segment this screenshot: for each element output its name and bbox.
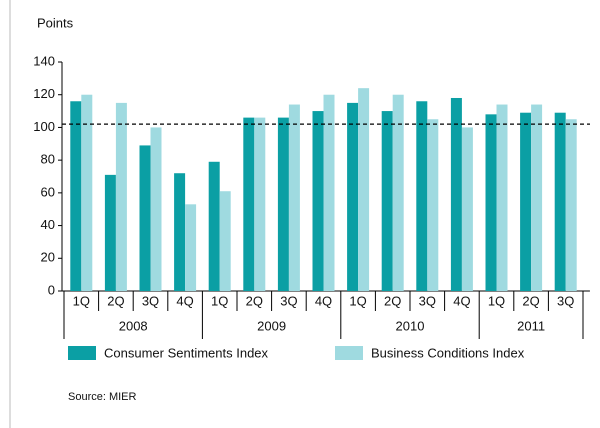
legend-label: Consumer Sentiments Index <box>104 345 269 360</box>
y-tick-label: 80 <box>41 152 55 167</box>
x-tick-label: 4Q <box>315 293 332 308</box>
x-tick-label: 1Q <box>73 293 90 308</box>
bar <box>450 97 462 291</box>
bar <box>139 145 151 291</box>
bar <box>358 88 370 292</box>
bar <box>81 94 93 291</box>
bar <box>277 117 289 291</box>
bar <box>288 104 300 292</box>
bar <box>243 117 255 291</box>
bar <box>554 112 566 291</box>
x-tick-label: 3Q <box>557 293 574 308</box>
x-tick-label: 1Q <box>349 293 366 308</box>
bar <box>496 104 508 292</box>
bar <box>254 117 266 291</box>
bar <box>485 114 497 291</box>
bar <box>520 112 532 291</box>
x-tick-label: 3Q <box>280 293 297 308</box>
x-tick-label: 1Q <box>488 293 505 308</box>
x-tick-label: 4Q <box>176 293 193 308</box>
bar <box>115 102 127 292</box>
bar <box>174 173 186 291</box>
x-tick-label: 2Q <box>384 293 401 308</box>
x-tick-label: 1Q <box>211 293 228 308</box>
bar <box>312 111 324 291</box>
year-label: 2008 <box>119 318 148 333</box>
x-tick-label: 2Q <box>246 293 263 308</box>
bar <box>104 174 116 291</box>
y-tick-label: 140 <box>33 53 55 68</box>
bar <box>416 101 428 291</box>
legend-swatch <box>68 346 96 360</box>
bar <box>347 102 359 292</box>
bar <box>427 119 439 291</box>
bar <box>461 127 473 291</box>
bar <box>392 94 404 291</box>
bar <box>150 127 162 291</box>
bar <box>531 104 543 292</box>
year-label: 2009 <box>257 318 286 333</box>
bar <box>185 204 197 291</box>
bar <box>565 119 577 291</box>
y-tick-label: 0 <box>48 282 55 297</box>
legend-swatch <box>335 346 363 360</box>
y-tick-label: 100 <box>33 119 55 134</box>
source: Source: MIER <box>68 391 137 403</box>
x-tick-label: 3Q <box>419 293 436 308</box>
y-tick-label: 20 <box>41 250 55 265</box>
bar <box>381 111 393 291</box>
x-tick-label: 3Q <box>142 293 159 308</box>
y-tick-label: 120 <box>33 86 55 101</box>
year-label: 2010 <box>396 318 425 333</box>
x-tick-label: 4Q <box>453 293 470 308</box>
y-axis-label: Points <box>37 15 74 30</box>
legend-label: Business Conditions Index <box>371 345 525 360</box>
x-tick-label: 2Q <box>522 293 539 308</box>
year-label: 2011 <box>517 318 545 333</box>
x-tick-label: 2Q <box>107 293 124 308</box>
bar <box>70 101 82 291</box>
y-tick-label: 60 <box>41 184 55 199</box>
bar <box>208 161 220 291</box>
bar <box>323 94 335 291</box>
y-tick-label: 40 <box>41 217 55 232</box>
bar <box>219 191 231 291</box>
